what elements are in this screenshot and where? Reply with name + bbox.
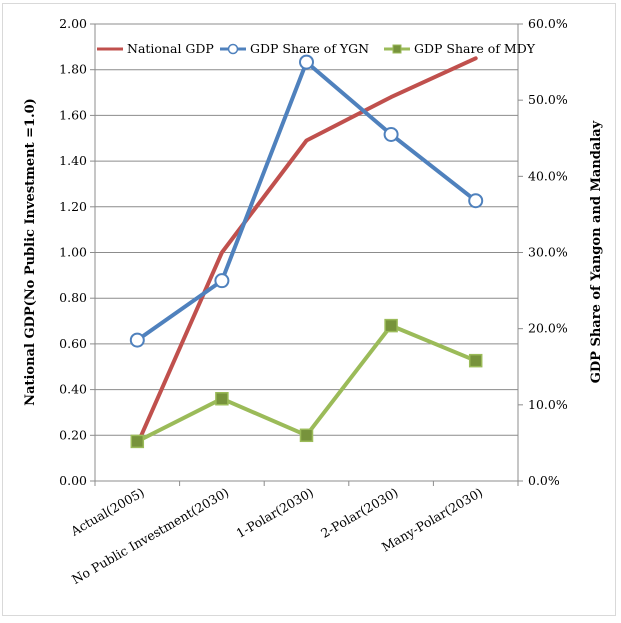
series-layer bbox=[129, 54, 484, 449]
left-tick-label: 0.60 bbox=[59, 336, 87, 351]
left-axis-title: National GDP(No Public Investment =1.0) bbox=[23, 98, 38, 406]
data-point bbox=[215, 391, 229, 406]
left-tick-label: 2.00 bbox=[59, 16, 87, 31]
right-tick-label: 30.0% bbox=[528, 245, 568, 260]
legend-marker bbox=[392, 44, 402, 54]
legend: National GDP GDP Share of YGN GDP Share of… bbox=[97, 41, 536, 56]
legend-label: GDP Share of MDY bbox=[414, 41, 536, 56]
data-point bbox=[130, 434, 145, 449]
left-tick-label: 0.80 bbox=[59, 290, 87, 305]
data-point bbox=[384, 318, 398, 333]
category-axis-ticks: Actual(2005)No Public Investment(2030) 1-… bbox=[67, 485, 485, 587]
right-axis-ticks: 0.0% 10.0% 20.0% 30.0% 40.0% 50.0% 60.0% bbox=[528, 16, 568, 488]
right-tick-label: 50.0% bbox=[528, 92, 568, 107]
right-tick-label: 20.0% bbox=[528, 321, 568, 336]
series-gdp-share-of-mdy bbox=[130, 318, 483, 449]
legend-item: GDP Share of MDY bbox=[384, 41, 536, 56]
right-axis-title: GDP Share of Yangon and Mandalay bbox=[589, 120, 604, 383]
left-tick-label: 1.20 bbox=[59, 199, 87, 214]
category-label: Actual(2005) bbox=[67, 485, 146, 540]
right-tick-label: 60.0% bbox=[528, 16, 568, 31]
right-tick-label: 10.0% bbox=[528, 397, 568, 412]
series-national-gdp bbox=[135, 56, 478, 447]
data-point bbox=[299, 428, 314, 443]
series-line bbox=[135, 323, 478, 444]
left-axis-ticks: 0.00 0.20 0.40 0.60 0.80 1.00 1.20 1.40 1.60 1.80… bbox=[59, 16, 87, 488]
category-label: No Public Investment(2030) bbox=[69, 485, 231, 587]
left-tick-label: 1.00 bbox=[59, 245, 87, 260]
legend-label: GDP Share of YGN bbox=[250, 41, 369, 56]
right-tick-label: 0.0% bbox=[528, 473, 560, 488]
left-tick-label: 0.20 bbox=[59, 427, 87, 442]
left-tick-label: 1.80 bbox=[59, 62, 87, 77]
category-label: 1-Polar(2030) bbox=[233, 485, 316, 541]
data-point bbox=[383, 126, 399, 142]
legend-item: GDP Share of YGN bbox=[220, 41, 369, 56]
data-point bbox=[468, 353, 483, 368]
data-point bbox=[468, 193, 484, 209]
right-tick-label: 40.0% bbox=[528, 168, 568, 183]
legend-item: National GDP bbox=[97, 41, 214, 56]
category-label: 2-Polar(2030) bbox=[318, 485, 401, 541]
legend-marker bbox=[227, 43, 239, 55]
series-line bbox=[135, 56, 478, 447]
left-tick-label: 0.40 bbox=[59, 382, 87, 397]
data-point bbox=[299, 54, 314, 70]
chart-frame bbox=[2, 3, 616, 616]
data-point bbox=[214, 273, 230, 289]
left-tick-label: 1.60 bbox=[59, 107, 87, 122]
series-gdp-share-of-ygn bbox=[129, 54, 484, 348]
legend-label: National GDP bbox=[127, 41, 214, 56]
left-tick-label: 1.40 bbox=[59, 153, 87, 168]
left-tick-label: 0.00 bbox=[59, 473, 87, 488]
gridlines bbox=[90, 23, 523, 486]
data-point bbox=[129, 332, 145, 348]
